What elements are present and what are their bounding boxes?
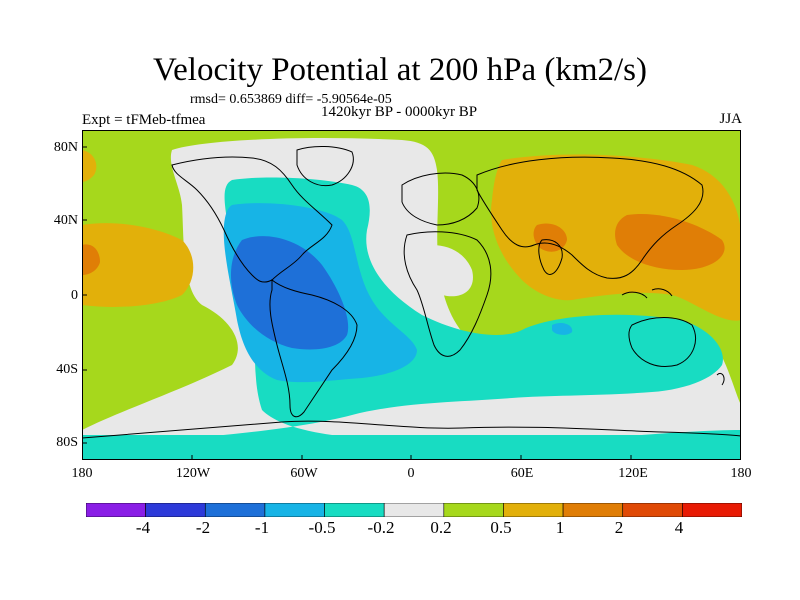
colorbar-label: 2	[614, 518, 624, 537]
season-label: JJA	[719, 111, 742, 127]
lon-tick-180w: 180	[71, 466, 93, 481]
colorbar-swatch	[562, 503, 624, 517]
coast-nz	[716, 372, 725, 386]
colorbar-swatch	[324, 503, 385, 517]
colorbar-label: -0.2	[367, 518, 395, 537]
period-label: 1420kyr BP - 0000kyr BP	[321, 104, 478, 120]
coast-indonesia	[621, 288, 673, 299]
lat-tick-80s: 80S	[56, 435, 78, 450]
colorbar-label: 0.5	[490, 518, 512, 537]
velocity-potential-map	[82, 130, 741, 460]
colorbar	[86, 503, 742, 517]
experiment-label: Expt = tFMeb-tfmea	[82, 112, 206, 128]
lon-tick-180e: 180	[730, 466, 752, 481]
lon-tick-60e: 60E	[510, 466, 534, 481]
colorbar-swatch	[622, 503, 683, 517]
colorbar-swatch	[503, 503, 564, 517]
lon-tick-120w: 120W	[175, 466, 211, 481]
coast-australia	[628, 317, 696, 367]
stats-label: rmsd= 0.653869 diff= -5.90564e-05	[190, 92, 392, 107]
coast-africa	[403, 231, 492, 357]
colorbar-label: -0.5	[308, 518, 336, 537]
colorbar-swatch	[264, 503, 325, 517]
colorbar-swatch	[204, 503, 266, 517]
field-orange-corner	[82, 150, 97, 182]
field-orange-west	[82, 223, 194, 307]
map-frame	[82, 130, 741, 460]
field-darkorange-west	[82, 244, 100, 275]
colorbar-label: 4	[674, 518, 684, 537]
colorbar-swatch	[145, 503, 206, 517]
lon-tick-0: 0	[407, 466, 415, 481]
plot-title: Velocity Potential at 200 hPa (km2/s)	[152, 52, 648, 88]
colorbar-label: 0.2	[430, 518, 452, 537]
coast-india	[538, 239, 563, 275]
colorbar-label: -1	[254, 518, 270, 537]
colorbar-swatch	[86, 503, 146, 517]
field-darkorange-east	[615, 214, 725, 270]
lon-tick-120e: 120E	[618, 466, 648, 481]
lat-tick-0: 0	[71, 288, 78, 303]
coast-europe	[401, 172, 480, 226]
field-gray-east	[411, 245, 473, 297]
coast-antarctica	[82, 420, 741, 439]
field-cyan-small	[552, 322, 573, 335]
coast-north-america	[171, 156, 333, 283]
colorbar-label: -2	[195, 518, 211, 537]
lat-tick-80n: 80N	[53, 140, 78, 155]
colorbar-label: 1	[555, 518, 565, 537]
colorbar-swatch	[383, 503, 445, 517]
colorbar-label: -4	[135, 518, 151, 537]
coast-asia	[476, 156, 704, 279]
coast-greenland	[296, 146, 354, 187]
field-blue-core	[230, 236, 349, 350]
lon-tick-60w: 60W	[290, 466, 318, 481]
lat-tick-40s: 40S	[56, 362, 78, 377]
coast-south-america	[269, 278, 358, 418]
lat-tick-40n: 40N	[53, 213, 78, 228]
colorbar-swatch	[443, 503, 504, 517]
colorbar-swatch	[682, 503, 742, 517]
